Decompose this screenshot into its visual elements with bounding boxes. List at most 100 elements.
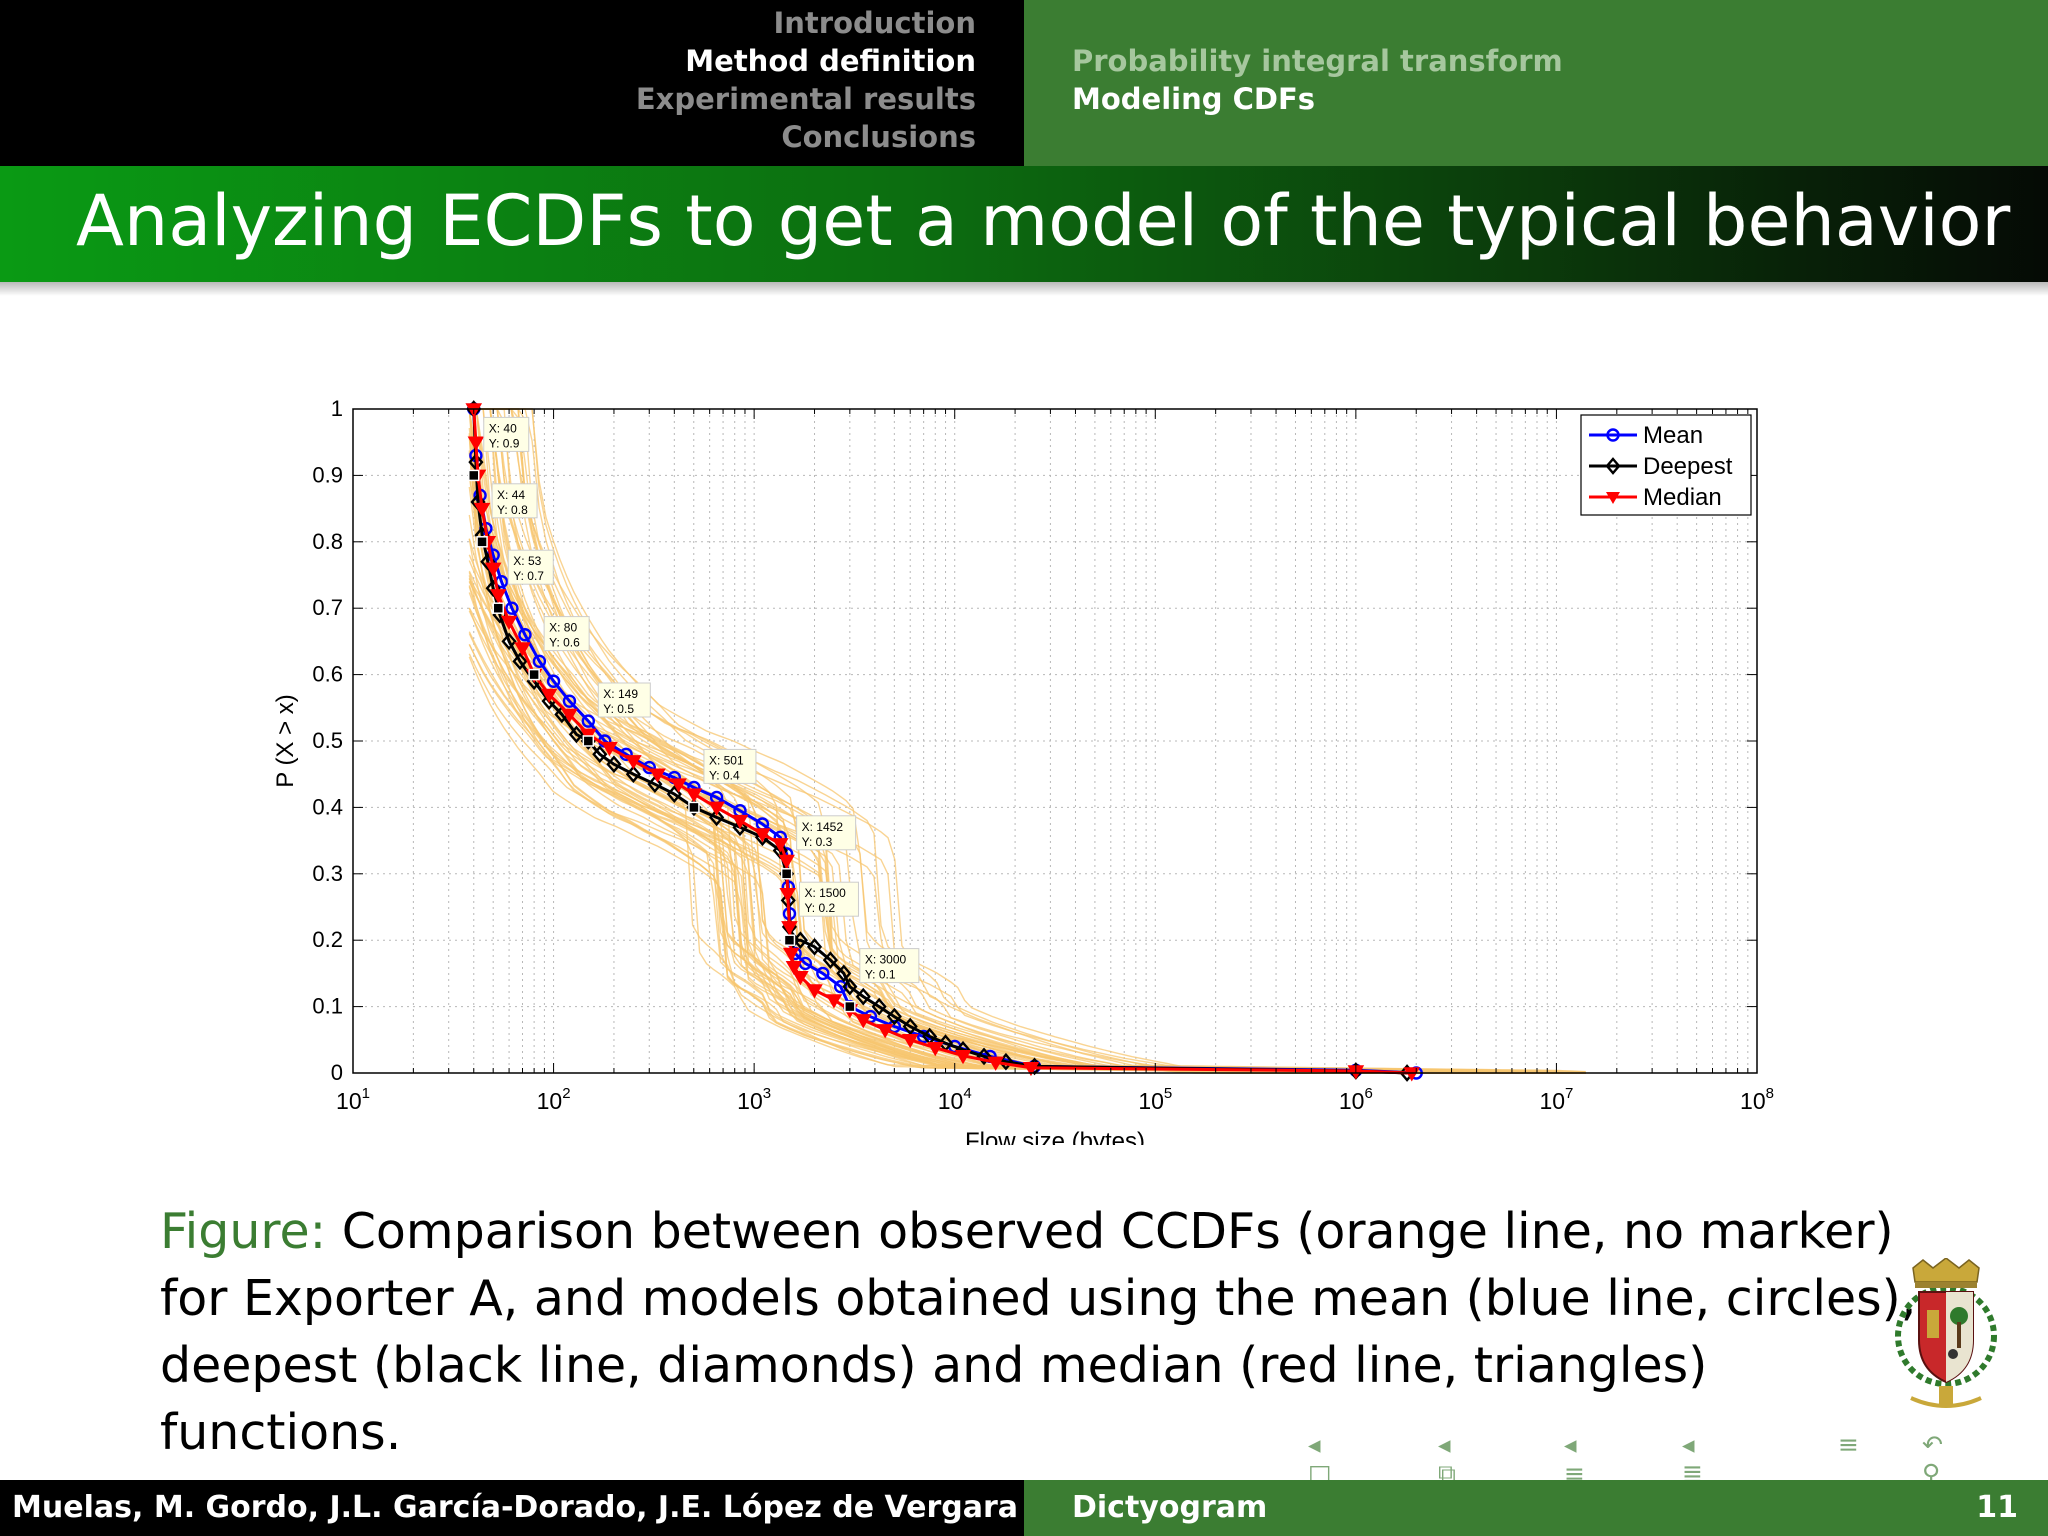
data-tip-box [491,483,538,519]
median-point [489,589,507,604]
data-tip-marker [528,668,540,681]
legend-label-mean: Mean [1643,422,1703,449]
deepest-point [871,997,887,1016]
nav-section-introduction[interactable]: Introduction [773,6,977,40]
data-tip-y: Y: 0.7 [513,569,544,583]
median-point [771,838,789,853]
median-point [926,1042,944,1057]
frame-title-bar: Analyzing ECDFs to get a model of the ty… [0,166,2048,282]
data-tip-marker [468,469,480,482]
nav-section-conclusions[interactable]: Conclusions [781,120,976,154]
ccdf-chart: X: 40Y: 0.9X: 44Y: 0.8X: 53Y: 0.7X: 80Y:… [272,396,1774,1145]
median-point [754,828,771,843]
x-tick-label: 107 [1539,1085,1573,1114]
data-tip-box [507,549,554,585]
deepest-point [568,725,585,744]
median-point [467,436,485,451]
data-tip-y: Y: 0.6 [549,636,580,650]
y-tick-label: 0.4 [312,794,343,819]
x-tick-label: 102 [537,1085,571,1114]
median-point [601,741,618,757]
mean-point [581,714,596,728]
median-point [781,921,798,936]
mean-point [816,966,830,981]
data-tip-x: X: 1452 [802,820,844,834]
median-point [1403,1067,1421,1082]
deepest-point [836,964,852,983]
data-tip-x: X: 149 [603,687,638,701]
median-point [685,788,703,803]
data-tip-marker [783,934,796,946]
data-tip-y: Y: 0.8 [497,503,528,517]
data-tip-box [543,616,590,652]
title-bar-shadow [0,282,2048,296]
median-point [473,502,491,518]
data-tip-y: Y: 0.3 [802,835,833,849]
page-number: 11 [1976,1490,2018,1525]
data-tip-x: X: 501 [709,753,744,767]
median-point [954,1049,972,1065]
median-point [514,642,531,657]
legend-marker-deepest [1605,457,1621,475]
median-point [670,778,687,793]
data-tip-box [703,748,757,784]
median-point [785,961,803,976]
median-point [708,801,725,816]
data-tip-box [859,948,920,984]
data-tip-marker [492,602,505,614]
data-tip-y: Y: 0.1 [865,968,896,982]
subsection-navigation: Probability integral transform Modeling … [1024,0,2048,166]
y-tick-label: 0.5 [312,728,343,753]
median-point [779,887,797,903]
header-navigation: Introduction Method definition Experimen… [0,0,2048,166]
data-tip-box [798,881,859,917]
median-point [540,688,558,704]
nav-subsection-probability-integral-transform[interactable]: Probability integral transform [1072,44,1563,78]
median-point [500,615,518,630]
mean-point [562,694,577,708]
mean-point [546,674,561,688]
mean-point [532,654,547,669]
nav-subsection-modeling-cdfs[interactable]: Modeling CDFs [1072,82,1316,116]
data-tip-box [483,416,530,452]
nav-section-experimental-results[interactable]: Experimental results [635,82,976,116]
deepest-point [709,808,725,827]
deepest-point [592,745,608,764]
appendix-icon[interactable]: ≡ [1838,1430,1859,1459]
x-tick-label: 108 [1740,1085,1774,1114]
y-axis-label: P (X > x) [272,694,299,788]
deepest-point [732,818,748,837]
deepest-point [625,765,641,784]
median-point [1022,1061,1040,1077]
data-tip-box [597,682,651,718]
y-tick-label: 0.9 [312,462,343,487]
median-point [778,854,795,870]
figure-caption: Figure: Comparison between observed CCDF… [160,1198,1920,1466]
footer-authors-box: D. Muelas, M. Gordo, J.L. García-Dorado,… [0,1480,1024,1536]
median-point [792,970,809,986]
data-tip-x: X: 80 [549,621,577,635]
axis-ticks: 0 0.1 0.2 0.3 0.4 0.5 0.6 0.7 0.8 0.9 1 101 102 103 10… [312,396,1774,1114]
x-axis-label: Flow size (bytes) [965,1128,1145,1145]
deepest-point [822,951,838,969]
nav-section-method-definition[interactable]: Method definition [685,44,976,78]
median-point [484,562,502,577]
y-tick-label: 0.7 [312,595,343,620]
deepest-point [902,1017,918,1036]
y-tick-label: 0.3 [312,861,343,886]
data-tip-marker [476,536,488,548]
data-tip-x: X: 40 [489,421,517,435]
legend: Mean Deepest Median [1580,414,1752,516]
legend-label-median: Median [1643,484,1722,511]
footer-authors: D. Muelas, M. Gordo, J.L. García-Dorado,… [0,1490,1018,1525]
footer: D. Muelas, M. Gordo, J.L. García-Dorado,… [0,1480,2048,1536]
university-crest-icon [1895,1258,1997,1408]
deepest-point [886,1007,902,1026]
data-tip-x: X: 1500 [804,886,846,900]
x-tick-label: 104 [938,1085,972,1114]
deepest-point [842,977,858,996]
median-point [876,1024,894,1039]
median-point [854,1014,872,1029]
deepest-point [468,453,484,471]
data-tip-y: Y: 0.2 [804,901,835,915]
